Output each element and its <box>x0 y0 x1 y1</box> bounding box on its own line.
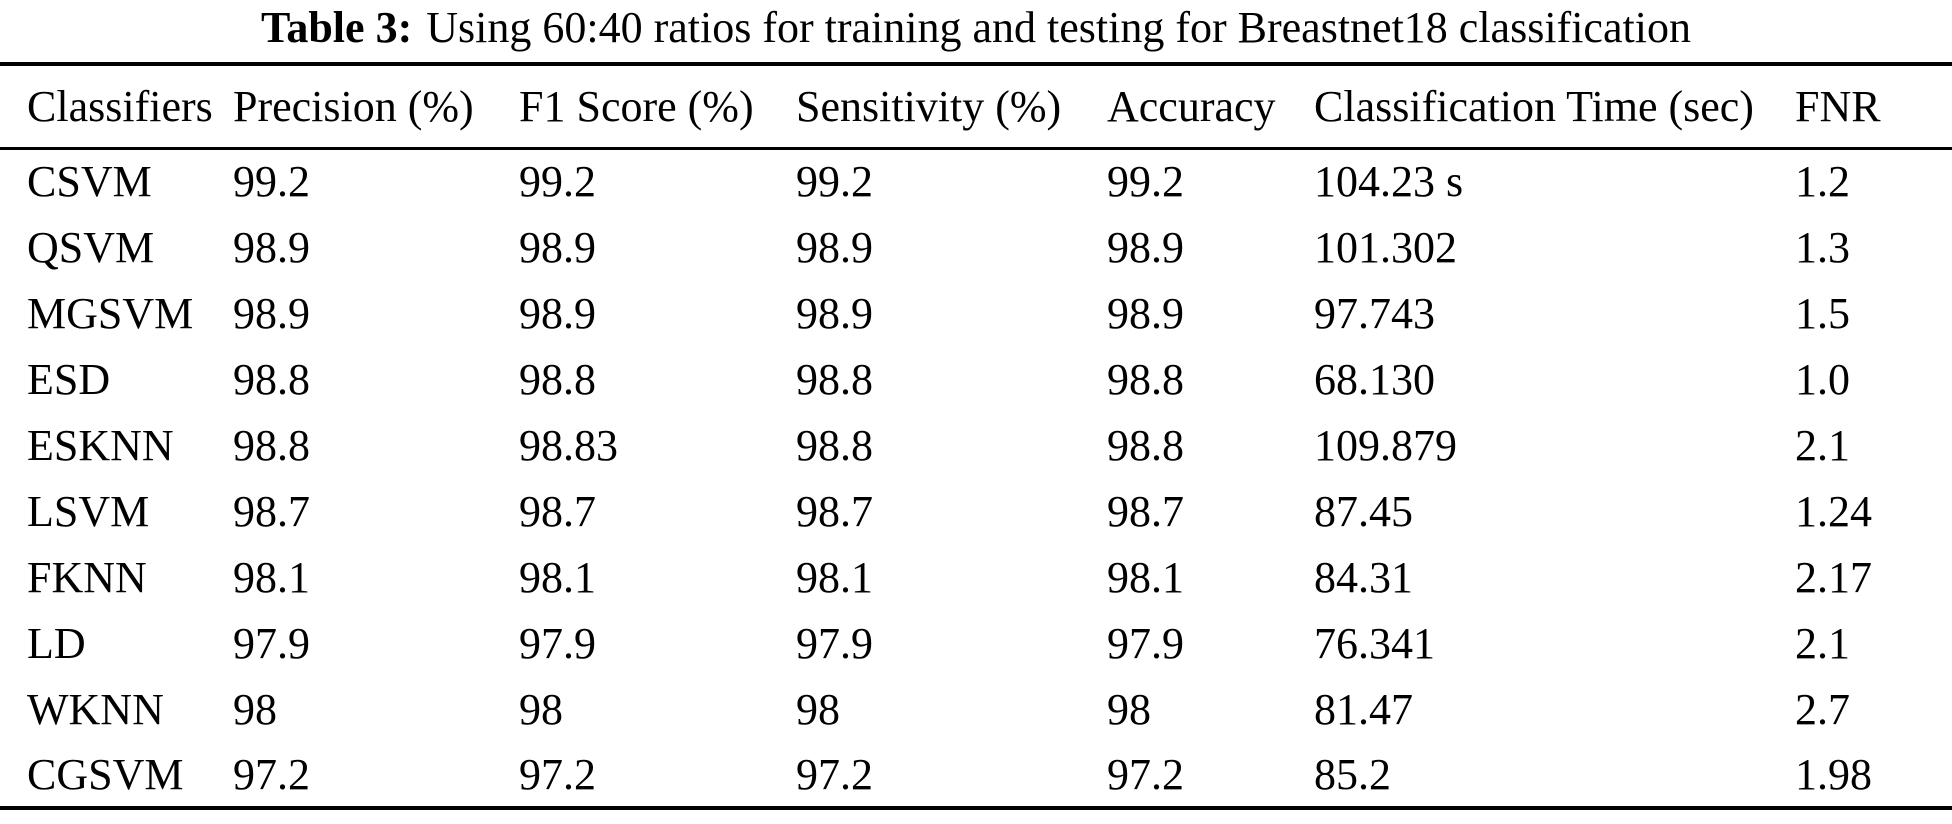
classification-time-cell: 97.743 <box>1314 288 1435 338</box>
classification-time-cell: 104.23 s <box>1314 157 1464 207</box>
fnr-cell: 2.1 <box>1795 618 1850 668</box>
f1-score-cell: 97.2 <box>519 749 596 799</box>
column-header-accuracy: Accuracy <box>1107 81 1276 131</box>
table-row: LSVM 98.7 98.7 98.7 98.7 87.45 1.24 <box>0 478 1952 544</box>
table-row: CSVM 99.2 99.2 99.2 99.2 104.23 s 1.2 <box>0 148 1952 214</box>
column-header-fnr: FNR <box>1795 81 1881 131</box>
fnr-cell: 2.17 <box>1795 552 1872 602</box>
accuracy-cell: 98.7 <box>1107 486 1184 536</box>
sensitivity-cell: 98 <box>796 684 840 734</box>
classifier-cell: WKNN <box>27 684 164 734</box>
f1-score-cell: 98.9 <box>519 222 596 272</box>
f1-score-cell: 97.9 <box>519 618 596 668</box>
precision-cell: 97.9 <box>233 618 310 668</box>
precision-cell: 98.8 <box>233 420 310 470</box>
sensitivity-cell: 97.2 <box>796 749 873 799</box>
f1-score-cell: 98.1 <box>519 552 596 602</box>
sensitivity-cell: 97.9 <box>796 618 873 668</box>
table-row: LD 97.9 97.9 97.9 97.9 76.341 2.1 <box>0 610 1952 676</box>
classification-time-cell: 81.47 <box>1314 684 1413 734</box>
precision-cell: 98.9 <box>233 222 310 272</box>
classification-time-cell: 87.45 <box>1314 486 1413 536</box>
accuracy-cell: 99.2 <box>1107 157 1184 207</box>
precision-cell: 98.7 <box>233 486 310 536</box>
fnr-cell: 1.5 <box>1795 288 1850 338</box>
results-table: Classifiers Precision (%) F1 Score (%) S… <box>0 62 1952 810</box>
classification-time-cell: 68.130 <box>1314 354 1435 404</box>
classifier-cell: CGSVM <box>27 749 184 799</box>
table-row: WKNN 98 98 98 98 81.47 2.7 <box>0 676 1952 742</box>
fnr-cell: 2.7 <box>1795 684 1850 734</box>
table-row: QSVM 98.9 98.9 98.9 98.9 101.302 1.3 <box>0 214 1952 280</box>
sensitivity-cell: 98.9 <box>796 222 873 272</box>
classification-time-cell: 109.879 <box>1314 420 1457 470</box>
fnr-cell: 1.0 <box>1795 354 1850 404</box>
precision-cell: 97.2 <box>233 749 310 799</box>
sensitivity-cell: 98.7 <box>796 486 873 536</box>
fnr-cell: 1.2 <box>1795 157 1850 207</box>
column-header-sensitivity: Sensitivity (%) <box>796 81 1062 131</box>
precision-cell: 99.2 <box>233 157 310 207</box>
table-row: MGSVM 98.9 98.9 98.9 98.9 97.743 1.5 <box>0 280 1952 346</box>
accuracy-cell: 98.1 <box>1107 552 1184 602</box>
table-row: ESD 98.8 98.8 98.8 98.8 68.130 1.0 <box>0 346 1952 412</box>
precision-cell: 98.8 <box>233 354 310 404</box>
column-header-precision: Precision (%) <box>233 81 474 131</box>
fnr-cell: 1.3 <box>1795 222 1850 272</box>
fnr-cell: 2.1 <box>1795 420 1850 470</box>
sensitivity-cell: 98.1 <box>796 552 873 602</box>
classifier-cell: CSVM <box>27 157 152 207</box>
accuracy-cell: 97.2 <box>1107 749 1184 799</box>
table-row: ESKNN 98.8 98.83 98.8 98.8 109.879 2.1 <box>0 412 1952 478</box>
f1-score-cell: 98 <box>519 684 563 734</box>
sensitivity-cell: 98.8 <box>796 354 873 404</box>
sensitivity-cell: 98.8 <box>796 420 873 470</box>
accuracy-cell: 97.9 <box>1107 618 1184 668</box>
classification-time-cell: 84.31 <box>1314 552 1413 602</box>
accuracy-cell: 98.9 <box>1107 222 1184 272</box>
table-row: CGSVM 97.2 97.2 97.2 97.2 85.2 1.98 <box>0 742 1952 808</box>
classifier-cell: ESKNN <box>27 420 174 470</box>
f1-score-cell: 98.9 <box>519 288 596 338</box>
table-number-label: Table 3: <box>261 3 413 52</box>
header-row: Classifiers Precision (%) F1 Score (%) S… <box>0 64 1952 148</box>
f1-score-cell: 98.7 <box>519 486 596 536</box>
precision-cell: 98 <box>233 684 277 734</box>
f1-score-cell: 99.2 <box>519 157 596 207</box>
sensitivity-cell: 98.9 <box>796 288 873 338</box>
column-header-classifiers: Classifiers <box>27 81 213 131</box>
classifier-cell: QSVM <box>27 222 155 272</box>
classification-time-cell: 101.302 <box>1314 222 1457 272</box>
precision-cell: 98.1 <box>233 552 310 602</box>
accuracy-cell: 98.8 <box>1107 420 1184 470</box>
accuracy-cell: 98 <box>1107 684 1151 734</box>
classifier-cell: LD <box>27 618 86 668</box>
accuracy-cell: 98.8 <box>1107 354 1184 404</box>
table-row: FKNN 98.1 98.1 98.1 98.1 84.31 2.17 <box>0 544 1952 610</box>
classification-time-cell: 85.2 <box>1314 749 1391 799</box>
classifier-cell: ESD <box>27 354 111 404</box>
classification-time-cell: 76.341 <box>1314 618 1435 668</box>
column-header-classification-time: Classification Time (sec) <box>1314 81 1754 131</box>
f1-score-cell: 98.83 <box>519 420 618 470</box>
classifier-cell: FKNN <box>27 552 147 602</box>
fnr-cell: 1.98 <box>1795 749 1872 799</box>
classifier-cell: LSVM <box>27 486 150 536</box>
classifier-cell: MGSVM <box>27 288 194 338</box>
f1-score-cell: 98.8 <box>519 354 596 404</box>
accuracy-cell: 98.9 <box>1107 288 1184 338</box>
table-caption: Table 3: Using 60:40 ratios for training … <box>0 0 1952 62</box>
sensitivity-cell: 99.2 <box>796 157 873 207</box>
fnr-cell: 1.24 <box>1795 486 1872 536</box>
table-caption-text: Using 60:40 ratios for training and test… <box>426 3 1691 52</box>
precision-cell: 98.9 <box>233 288 310 338</box>
column-header-f1-score: F1 Score (%) <box>519 81 754 131</box>
